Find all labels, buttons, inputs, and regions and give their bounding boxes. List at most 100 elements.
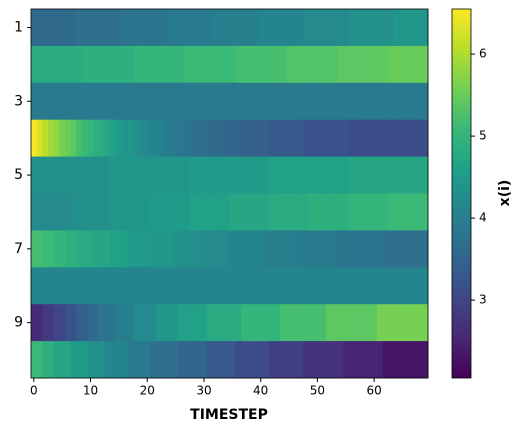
heatmap-cell [393,193,401,231]
heatmap-cell [410,193,418,231]
heatmap-cell [110,119,117,157]
heatmap-cell [376,193,384,231]
heatmap-cell [116,45,123,84]
heatmap-cell [399,119,406,157]
heatmap-cell [110,82,117,121]
heatmap-cell [172,9,179,47]
heatmap-cell [291,119,298,157]
heatmap-cell [155,230,162,268]
heatmap-cell [337,156,344,194]
heatmap-cell [263,9,270,47]
heatmap-cell [405,9,412,47]
heatmap-cell [246,82,253,121]
heatmap-cell [320,9,327,47]
heatmap-cell [240,341,247,379]
heatmap-cell [359,267,367,305]
heatmap-cell [127,9,134,47]
heatmap-cell [257,341,264,379]
heatmap-cell [161,45,168,84]
heatmap-cell [184,267,191,305]
heatmap-cell [410,82,418,121]
heatmap-cell [133,119,140,157]
heatmap-cell [172,193,179,231]
heatmap-cell [269,193,276,231]
heatmap-cell [410,230,418,268]
heatmap-cell [416,82,423,121]
heatmap-cell [167,45,174,84]
heatmap-cell [382,156,389,194]
heatmap-cell [99,267,106,305]
heatmap-cell [376,119,384,157]
heatmap-cell [342,45,349,84]
heatmap-cell [93,267,100,305]
heatmap-cell [388,341,395,379]
heatmap-cell [393,341,401,379]
heatmap-cell [314,267,321,305]
heatmap-cell [150,304,157,342]
heatmap-cell [405,267,412,305]
heatmap-cell [280,230,287,268]
heatmap-cell [104,230,111,268]
heatmap-cell [393,304,401,342]
heatmap-cell [59,193,66,231]
heatmap-cell [342,82,349,121]
heatmap-cell [138,267,145,305]
heatmap-cell [331,119,338,157]
heatmap-cell [405,82,412,121]
heatmap-cell [348,156,355,194]
heatmap-cell [218,9,225,47]
heatmap-cell [172,230,179,268]
heatmap-cell [138,82,145,121]
heatmap-cell [189,341,196,379]
heatmap-cell [240,9,247,47]
heatmap-cell [422,45,429,84]
heatmap-cell [133,45,140,84]
heatmap-cell [308,267,315,305]
heatmap-cell [257,45,264,84]
heatmap-cell [416,119,423,157]
colorbar-tick-label: 3 [479,293,487,307]
colorbar-tick-label: 6 [479,47,487,61]
heatmap-cell [246,230,253,268]
heatmap-cell [337,82,344,121]
heatmap-cell [314,119,321,157]
heatmap-cell [161,341,168,379]
heatmap-cell [121,341,128,379]
heatmap-cell [82,119,89,157]
heatmap-cell [82,156,89,194]
heatmap-cell [235,119,242,157]
heatmap-cell [206,193,213,231]
heatmap-cell [280,45,287,84]
heatmap-cell [36,304,43,342]
heatmap-cell [314,230,321,268]
heatmap-cell [36,267,43,305]
heatmap-cell [144,45,151,84]
heatmap-cell [36,119,43,157]
heatmap-cell [269,156,276,194]
heatmap-cell [359,230,367,268]
heatmap-cell [127,304,134,342]
heatmap-cell [359,82,367,121]
heatmap-cell [155,82,162,121]
heatmap-cell [240,193,247,231]
heatmap-cell [178,341,185,379]
heatmap-cell [274,82,281,121]
heatmap-cell [257,230,264,268]
heatmap-cell [155,267,162,305]
heatmap-cell [110,156,117,194]
heatmap-cell [240,82,247,121]
heatmap-cell [116,230,123,268]
heatmap-cell [263,156,270,194]
heatmap-cell [416,230,423,268]
heatmap-cell [82,267,89,305]
heatmap-cell [133,9,140,47]
heatmap-cell [274,9,281,47]
heatmap-cell [184,119,191,157]
heatmap-cell [269,45,276,84]
heatmap-cell [314,304,321,342]
heatmap-cell [195,341,202,379]
heatmap-cell [31,304,38,342]
heatmap-cell [201,45,208,84]
heatmap-cell [280,9,287,47]
heatmap-cell [172,82,179,121]
